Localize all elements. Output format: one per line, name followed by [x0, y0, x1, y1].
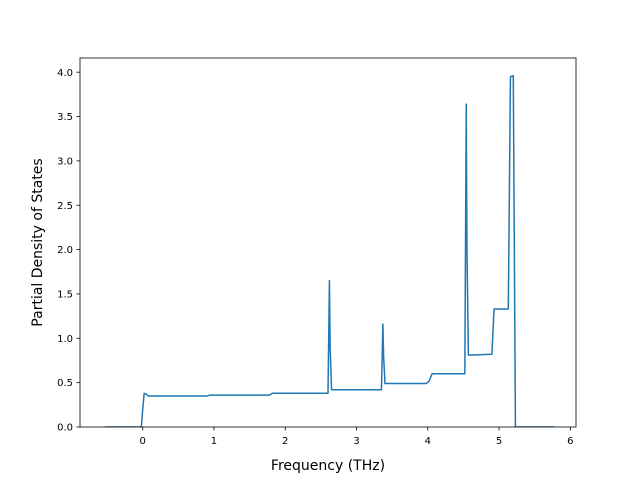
x-tick-label: 3 — [353, 436, 359, 447]
y-tick-label: 3.0 — [57, 156, 73, 167]
x-tick-label: 1 — [211, 436, 217, 447]
y-tick-label: 1.0 — [57, 334, 73, 345]
y-tick-label: 0.5 — [57, 378, 73, 389]
series-layer — [104, 74, 555, 427]
y-tick-label: 1.5 — [57, 290, 73, 301]
x-tick-label: 5 — [496, 436, 502, 447]
y-tick-label: 0.0 — [57, 423, 73, 434]
y-axis-ticks: 0.0 0.5 1.0 1.5 2.0 2.5 3.0 3.5 4.0 — [57, 68, 80, 434]
plot-frame — [79, 57, 577, 428]
y-axis-label: Partial Density of States — [30, 158, 46, 326]
y-tick-label: 2.5 — [57, 201, 73, 212]
x-tick-label: 6 — [567, 436, 573, 447]
y-tick-label: 4.0 — [57, 68, 73, 79]
series-line-0 — [104, 74, 555, 427]
x-axis-ticks: 0 1 2 3 4 5 6 — [140, 427, 573, 447]
x-axis-label: Frequency (THz) — [271, 458, 385, 474]
y-tick-label: 3.5 — [57, 112, 73, 123]
y-tick-label: 2.0 — [57, 245, 73, 256]
x-tick-label: 2 — [282, 436, 288, 447]
x-tick-label: 4 — [425, 436, 431, 447]
x-tick-label: 0 — [140, 436, 146, 447]
